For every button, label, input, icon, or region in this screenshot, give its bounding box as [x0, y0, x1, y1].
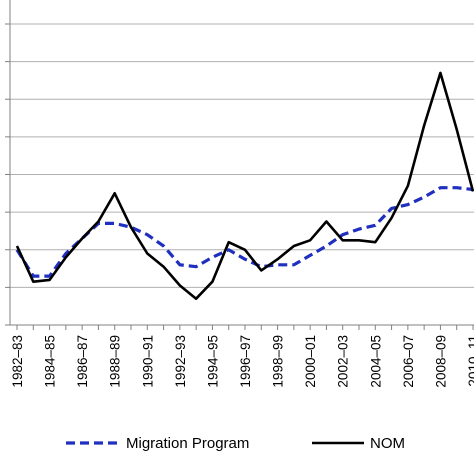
- x-tick-label: 2010–11: [466, 335, 474, 387]
- x-tick-label: 1990–91: [140, 335, 155, 388]
- x-tick-label: 1988–89: [108, 335, 123, 388]
- axes: [5, 0, 474, 330]
- x-tick-label: 2006–07: [401, 335, 416, 388]
- legend: Migration Program NOM: [66, 435, 405, 452]
- x-tick-label: 1986–87: [75, 335, 90, 388]
- x-tick-label: 1992–93: [173, 335, 188, 388]
- x-tick-label: 1994–95: [205, 335, 220, 388]
- x-tick-label: 2004–05: [368, 335, 383, 388]
- series-line-migration-program: [15, 186, 474, 278]
- x-tick-label: 1982–83: [10, 335, 25, 388]
- x-tick-label: 1984–85: [43, 335, 58, 388]
- x-tick-label: 2000–01: [303, 335, 318, 388]
- x-tick-label: 2002–03: [336, 335, 351, 388]
- x-tick-label: 1996–97: [238, 335, 253, 388]
- series-layer: [15, 71, 474, 301]
- x-tick-labels: 1982–83 1984–85 1986–87 1988–89 1990–91 1992–…: [10, 335, 474, 388]
- gridlines: [10, 23, 474, 288]
- series-line-nom: [15, 71, 474, 301]
- x-tick-label: 2008–09: [433, 335, 448, 388]
- x-tick-label: 1998–99: [271, 335, 286, 388]
- legend-label-migration-program: Migration Program: [126, 435, 249, 452]
- legend-label-nom: NOM: [370, 435, 405, 452]
